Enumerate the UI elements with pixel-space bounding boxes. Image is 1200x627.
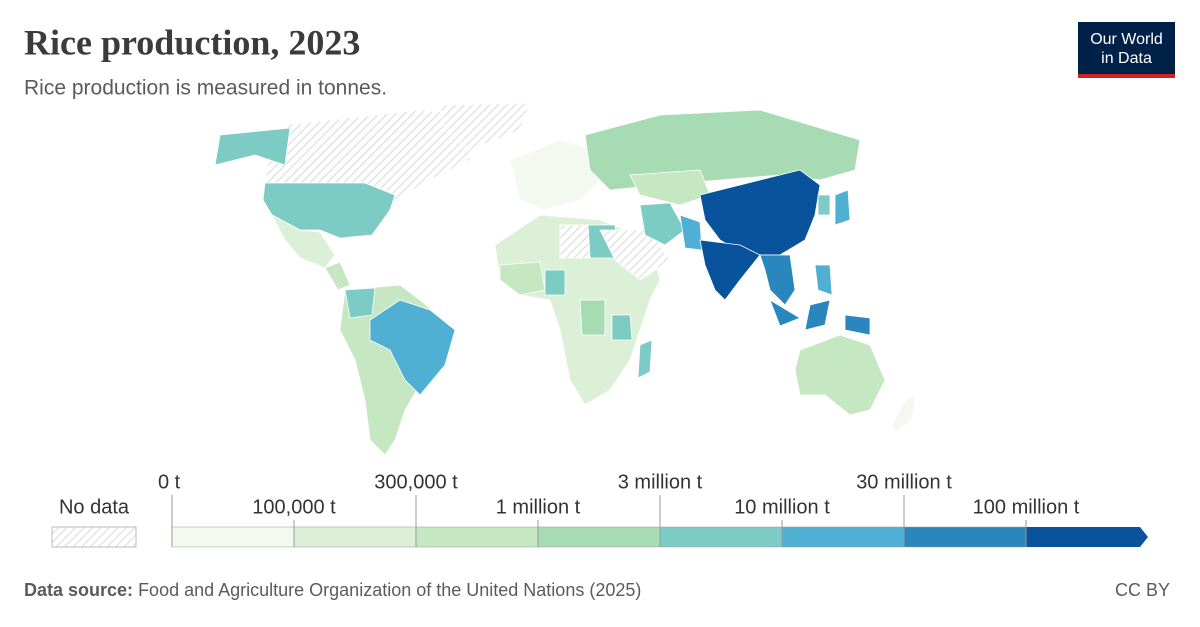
country[interactable] (324, 261, 351, 291)
country[interactable] (699, 239, 761, 301)
country[interactable] (794, 334, 886, 416)
legend-label: 100,000 t (252, 496, 336, 518)
country[interactable] (369, 299, 456, 396)
country[interactable] (559, 224, 591, 259)
country[interactable] (344, 287, 376, 319)
source: Food and Agriculture Organization of the… (138, 580, 641, 600)
country[interactable] (891, 394, 916, 433)
legend-label: 0 t (158, 471, 181, 493)
legend-label: 1 million t (496, 496, 581, 518)
country[interactable] (759, 254, 796, 306)
license: CC BY (1115, 580, 1170, 600)
country[interactable] (214, 127, 291, 166)
country[interactable] (844, 314, 871, 336)
legend-swatch (537, 526, 661, 548)
legend-swatch (659, 526, 783, 548)
country[interactable] (699, 169, 821, 256)
country[interactable] (509, 139, 601, 211)
legend-swatch (293, 526, 417, 548)
logo[interactable]: Our World in Data (1078, 22, 1175, 78)
legend-swatch (781, 526, 905, 548)
legend-swatch (415, 526, 539, 548)
world-map (214, 102, 916, 456)
country[interactable] (817, 194, 831, 216)
legend-swatch (1026, 527, 1148, 547)
logo-text: Our World (1090, 31, 1163, 48)
country[interactable] (439, 102, 531, 151)
source-label: Data source: (24, 580, 133, 600)
country[interactable] (804, 299, 831, 331)
country[interactable] (639, 202, 686, 246)
footer-source: Data source: Food and Agriculture Organi… (24, 580, 641, 600)
legend-label: 100 million t (973, 496, 1080, 518)
subtitle: Rice production is measured in tonnes. (24, 77, 387, 100)
legend-label: 30 million t (856, 471, 952, 493)
country[interactable] (834, 189, 851, 226)
country[interactable] (544, 269, 566, 296)
legend-label: No data (59, 496, 130, 518)
no-data-swatch (51, 526, 137, 548)
country[interactable] (679, 214, 703, 251)
country[interactable] (599, 229, 671, 281)
country[interactable] (611, 314, 633, 341)
country[interactable] (629, 169, 711, 206)
country[interactable] (637, 339, 653, 379)
country[interactable] (271, 214, 336, 269)
legend-label: 300,000 t (374, 471, 458, 493)
legend: No data 0 t 100,000 t 300,000 t 1 million t… (51, 471, 1148, 548)
legend-swatch (903, 526, 1027, 548)
country[interactable] (499, 261, 546, 296)
title: Rice production, 2023 (24, 22, 360, 62)
country[interactable] (814, 264, 833, 296)
logo-text: in Data (1101, 50, 1152, 67)
country[interactable] (584, 109, 861, 191)
legend-swatch (171, 526, 295, 548)
country[interactable] (769, 299, 801, 327)
country[interactable] (579, 299, 606, 336)
legend-label: 3 million t (618, 471, 703, 493)
country[interactable] (262, 182, 396, 239)
legend-label: 10 million t (734, 496, 830, 518)
